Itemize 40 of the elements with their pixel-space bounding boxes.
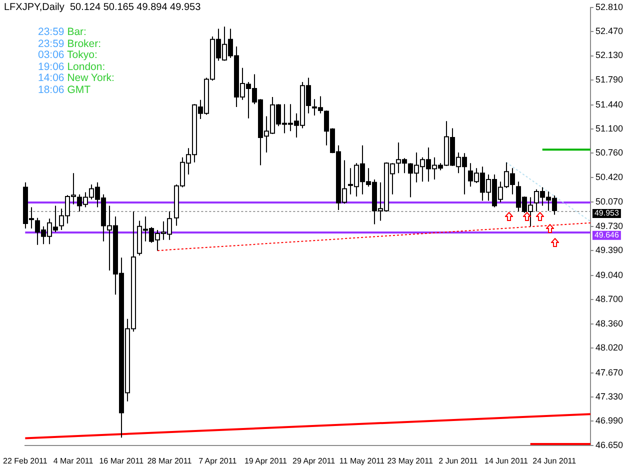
y-tick-label: 52.470 (595, 26, 624, 36)
x-tick-label: 14 Jun 2011 (484, 456, 529, 466)
x-tick-label: 16 Mar 2011 (99, 456, 144, 466)
x-tick-label: 23 May 2011 (387, 456, 434, 466)
y-tick-label: 48.360 (595, 318, 624, 328)
x-tick-label: 4 Mar 2011 (53, 456, 94, 466)
annotation: 23:59 Bar: (38, 26, 86, 38)
annotation: 18:06 GMT (38, 84, 91, 96)
y-tick-label: 50.760 (595, 148, 624, 158)
annotation: 03:06 Tokyo: (38, 49, 98, 62)
y-tick-label: 48.020 (595, 342, 624, 352)
x-tick-label: 2 Jun 2011 (438, 456, 478, 466)
annotation: 14:06 New York: (38, 72, 114, 84)
y-tick-label: 47.670 (595, 367, 624, 378)
y-tick-label: 50.420 (595, 172, 624, 182)
y-tick-label: 48.700 (595, 294, 624, 304)
y-tick-label: 46.990 (595, 416, 624, 426)
y-tick-label: 51.100 (595, 123, 624, 134)
y-tick-label: 46.650 (595, 440, 624, 450)
x-tick-label: 29 Apr 2011 (292, 456, 336, 466)
y-tick-label: 51.790 (595, 74, 624, 84)
ref-line-label: 49.646 (594, 230, 620, 240)
x-tick-label: 24 Jun 2011 (532, 456, 577, 466)
x-tick-label: 11 May 2011 (339, 456, 386, 466)
y-tick-label: 52.810 (595, 2, 624, 12)
x-tick-label: 19 Apr 2011 (244, 456, 288, 466)
y-tick-label: 50.070 (595, 196, 624, 207)
ref-line-label: 49.953 (594, 208, 620, 218)
annotation: 23:59 Broker: (38, 38, 102, 50)
x-tick-label: 22 Feb 2011 (2, 456, 48, 466)
y-tick-label: 51.440 (595, 99, 624, 110)
x-tick-label: 7 Apr 2011 (198, 456, 238, 466)
y-tick-label: 49.390 (595, 245, 624, 256)
y-tick-label: 49.040 (595, 270, 624, 280)
y-tick-label: 52.130 (595, 50, 624, 60)
x-tick-label: 28 Mar 2011 (147, 456, 192, 466)
y-tick-label: 47.330 (595, 392, 624, 402)
annotation: 19:06 London: (38, 60, 106, 73)
y-tick-label: 49.730 (595, 220, 624, 231)
chart-title: LFXJPY,Daily 50.124 50.165 49.894 49.953 (4, 2, 201, 13)
